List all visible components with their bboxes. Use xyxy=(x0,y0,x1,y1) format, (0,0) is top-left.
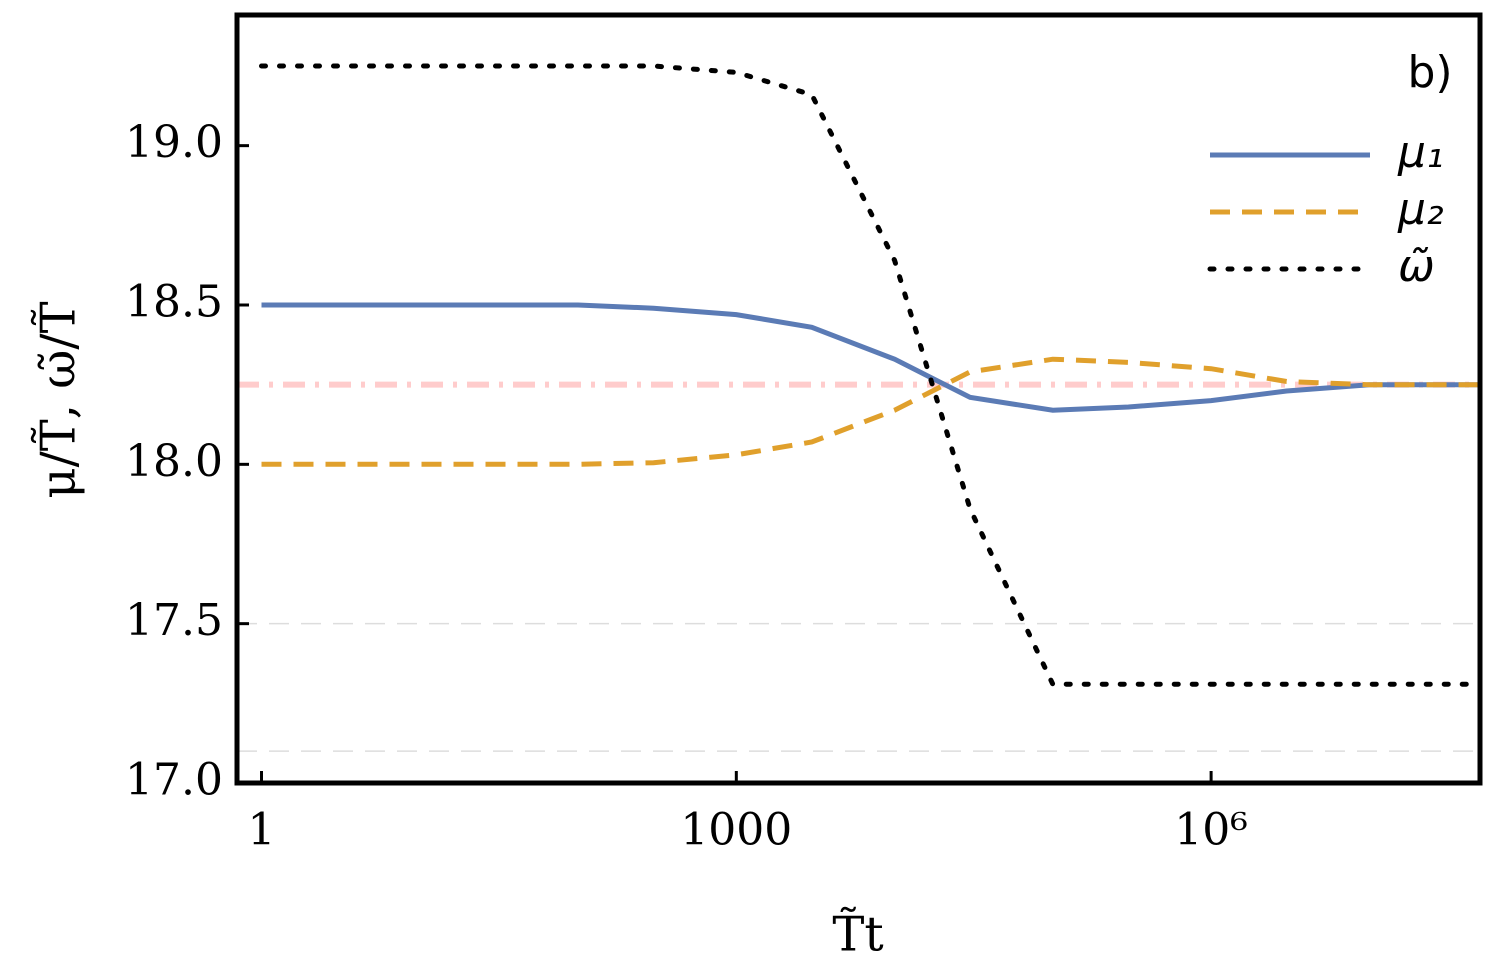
series-line xyxy=(261,302,1480,413)
y-axis-title: μ/T̃, ω̃/T̃ xyxy=(29,301,87,498)
x-axis-title: T̃t xyxy=(832,905,883,963)
legend-label: μ₂ xyxy=(1397,184,1444,235)
legend-label: μ₁ xyxy=(1397,127,1444,178)
x-tick-label: 10⁶ xyxy=(1174,805,1248,856)
annotation: b) xyxy=(1407,47,1452,98)
x-tick-label: 1000 xyxy=(680,805,792,856)
y-tick-label: 18.0 xyxy=(125,436,223,487)
plot-frame xyxy=(234,12,1483,786)
y-tick-label: 18.5 xyxy=(125,276,223,327)
series-line xyxy=(259,63,1483,687)
legend-label: ω̃ xyxy=(1398,241,1435,292)
y-tick-label: 19.0 xyxy=(125,117,223,168)
series-line xyxy=(261,356,1480,467)
x-tick-label: 1 xyxy=(248,805,276,856)
y-tick-label: 17.5 xyxy=(125,595,223,646)
y-tick-label: 17.0 xyxy=(125,755,223,806)
